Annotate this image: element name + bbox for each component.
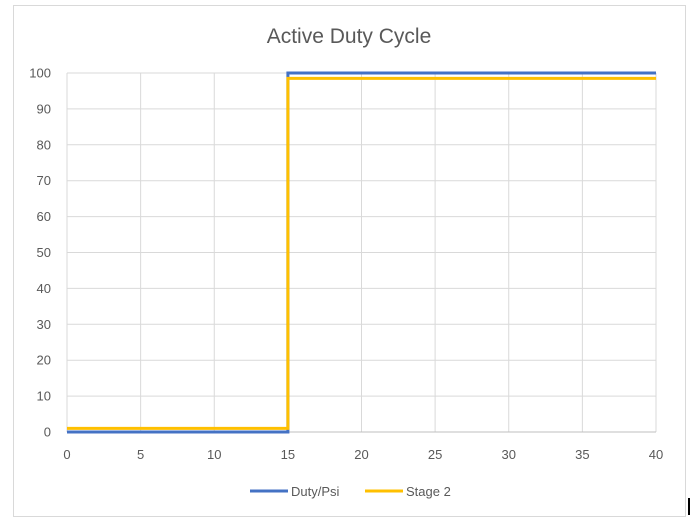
x-tick-label: 40 (649, 447, 663, 462)
x-tick-label: 20 (354, 447, 368, 462)
x-tick-label: 15 (281, 447, 295, 462)
x-tick-label: 5 (137, 447, 144, 462)
y-tick-label: 0 (44, 425, 51, 440)
x-tick-label: 35 (575, 447, 589, 462)
chart-title: Active Duty Cycle (267, 25, 432, 48)
tick-labels: 0 10 20 30 40 50 60 70 80 90 100 0 5 10 15 20 25 30 35 40 (29, 66, 663, 463)
y-tick-label: 100 (29, 66, 51, 81)
y-tick-label: 50 (37, 245, 51, 260)
y-tick-label: 40 (37, 281, 51, 296)
x-tick-label: 0 (63, 447, 70, 462)
y-tick-label: 60 (37, 209, 51, 224)
legend-label-2: Stage 2 (406, 484, 451, 499)
grid-lines (66, 72, 657, 432)
y-tick-label: 70 (37, 173, 51, 188)
legend-label-1: Duty/Psi (291, 484, 340, 499)
x-tick-label: 30 (502, 447, 516, 462)
series-line-2 (67, 76, 656, 430)
x-tick-label: 25 (428, 447, 442, 462)
legend: Duty/Psi Stage 2 (250, 484, 451, 499)
series-lines (67, 71, 656, 434)
edge-mark (688, 498, 690, 515)
y-tick-label: 30 (37, 317, 51, 332)
x-tick-label: 10 (207, 447, 221, 462)
y-tick-label: 90 (37, 101, 51, 116)
y-tick-label: 10 (37, 389, 51, 404)
y-tick-label: 80 (37, 137, 51, 152)
y-tick-label: 20 (37, 353, 51, 368)
